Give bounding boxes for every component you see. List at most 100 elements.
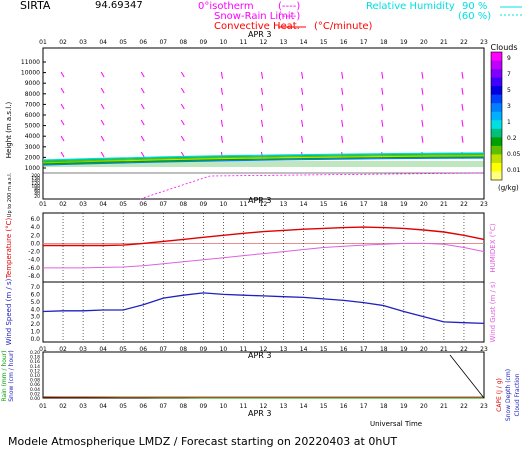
colorbar-swatch <box>491 60 502 70</box>
hour-tick-top: 17 <box>360 39 368 46</box>
colorbar-label: 5 <box>507 87 511 94</box>
temperature-tick-label: 2.0 <box>30 232 40 239</box>
legend-isotherm: 0°isotherm <box>198 1 254 12</box>
hour-tick-mid2: 22 <box>460 346 468 353</box>
colorbar-swatch <box>491 52 502 62</box>
hour-tick-mid2: 21 <box>440 346 448 353</box>
wind-arrow <box>381 87 384 95</box>
wind-arrow <box>341 119 344 127</box>
wind-arrow <box>60 103 65 110</box>
legend-convective: Convective Heat. <box>214 21 300 32</box>
colorbar-swatch <box>491 69 502 79</box>
hour-tick-mid2: 07 <box>159 346 167 353</box>
wind-arrow <box>301 119 304 127</box>
colorbar-swatch <box>491 162 502 172</box>
cloud-band-contour <box>42 153 485 162</box>
wind-arrow <box>180 135 185 142</box>
wind-arrow <box>100 87 105 94</box>
wind-arrow <box>421 119 424 127</box>
isotherm-line <box>139 172 485 200</box>
cloud-fraction-line <box>449 354 485 399</box>
hour-tick-mid1: 16 <box>340 201 348 208</box>
hour-tick-bottom: 01 <box>39 403 47 410</box>
legend-convective-unit: (°C/minute) <box>314 21 373 32</box>
hour-tick-top: 11 <box>240 39 248 46</box>
wind-arrow <box>341 135 344 143</box>
hour-tick-mid2: 18 <box>380 346 388 353</box>
hour-tick-mid2: 20 <box>420 346 428 353</box>
hour-tick-bottom: 11 <box>240 403 248 410</box>
hour-tick-mid2: 02 <box>59 346 67 353</box>
hour-tick-mid2: 04 <box>99 346 107 353</box>
wind-arrow <box>140 151 145 158</box>
hour-tick-top: 07 <box>159 39 167 46</box>
hour-tick-mid2: 23 <box>480 346 488 353</box>
hour-tick-top: 10 <box>220 39 228 46</box>
wind-arrow <box>421 71 424 79</box>
date-label-mid1: APR 3 <box>248 196 272 205</box>
wind-tick-label: 0.0 <box>30 336 40 343</box>
height-tick-label: 4000 <box>25 133 40 140</box>
hour-tick-top: 02 <box>59 39 67 46</box>
wind-arrow <box>341 87 344 95</box>
legend-snow: Snow-Rain Limit <box>214 11 295 22</box>
temperature-tick-label: -6.0 <box>28 265 40 272</box>
wind-arrow <box>381 119 384 127</box>
colorbar-label: 3 <box>507 103 511 110</box>
wind-tick-label: 4.0 <box>30 306 40 313</box>
cloud-band-contour <box>42 154 485 163</box>
wind-arrow <box>60 87 65 94</box>
colorbar-label: 1 <box>507 119 511 126</box>
hour-tick-top: 09 <box>200 39 208 46</box>
wind-arrow <box>301 71 304 79</box>
hour-tick-top: 05 <box>119 39 127 46</box>
hour-tick-bottom: 23 <box>480 403 488 410</box>
colorbar-label: 0.01 <box>507 167 521 174</box>
date-label-mid2: APR 3 <box>248 351 272 360</box>
wind-arrow <box>261 135 264 143</box>
hour-tick-mid1: 06 <box>139 201 147 208</box>
wind-arrow <box>461 119 464 127</box>
rain-tick-label: 0.18 <box>30 355 40 361</box>
low-height-tick-label: 100 <box>31 183 40 189</box>
hour-tick-mid1: 23 <box>480 201 488 208</box>
hour-tick-bottom: 20 <box>420 403 428 410</box>
hour-tick-mid2: 06 <box>139 346 147 353</box>
wind-arrow <box>341 71 344 79</box>
panel-temperature-ylabel: Temperature (°C) <box>5 218 13 280</box>
wind-arrow <box>100 151 105 158</box>
low-height-tick-label: 40 <box>34 191 40 197</box>
hour-tick-mid1: 21 <box>440 201 448 208</box>
legend-rh-90: 90 % <box>462 1 487 12</box>
wind-arrow <box>220 103 223 111</box>
rain-tick-label: 0.02 <box>30 391 40 397</box>
hour-tick-top: 22 <box>460 39 468 46</box>
rain-tick-label: 0.20 <box>30 350 40 356</box>
hour-tick-top: 16 <box>340 39 348 46</box>
rain-tick-label: 0.08 <box>30 378 40 384</box>
hour-tick-mid1: 22 <box>460 201 468 208</box>
hour-tick-top: 21 <box>440 39 448 46</box>
panel-gust-ylabel: Wind Gust (m / s) <box>489 281 497 342</box>
colorbar-swatch <box>491 137 502 147</box>
wind-arrow <box>140 71 145 78</box>
hour-tick-bottom: 10 <box>220 403 228 410</box>
hour-tick-top: 04 <box>99 39 107 46</box>
hour-tick-mid1: 02 <box>59 201 67 208</box>
hour-tick-mid2: 05 <box>119 346 127 353</box>
hour-tick-bottom: 21 <box>440 403 448 410</box>
footer-text: Modele Atmospherique LMDZ / Forecast sta… <box>8 435 397 448</box>
legend-snow-dash: (----) <box>278 11 300 22</box>
hour-tick-top: 12 <box>260 39 268 46</box>
rain-tick-label: 0.10 <box>30 373 40 379</box>
hour-tick-mid1: 11 <box>240 201 248 208</box>
hour-tick-mid2: 14 <box>300 346 308 353</box>
wind-arrow <box>60 119 65 126</box>
wind-arrow <box>421 135 424 143</box>
wind-arrow <box>381 71 384 79</box>
hour-tick-bottom: 07 <box>159 403 167 410</box>
hour-tick-mid2: 08 <box>179 346 187 353</box>
hour-tick-bottom: 17 <box>360 403 368 410</box>
wind-arrow <box>140 119 145 126</box>
